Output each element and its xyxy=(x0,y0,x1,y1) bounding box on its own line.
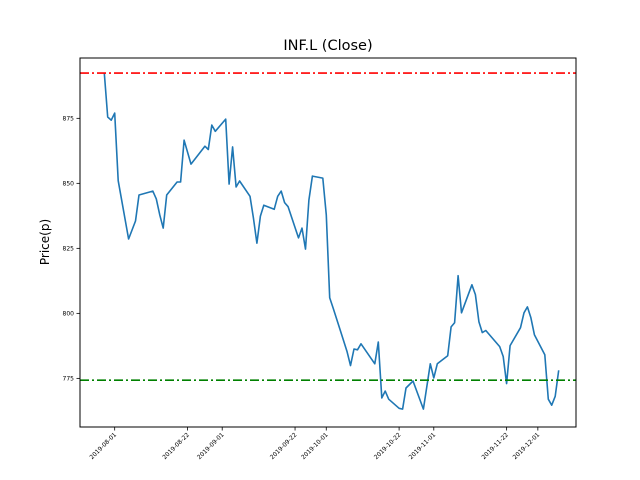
x-tick-label: 2019-11-01 xyxy=(408,431,438,461)
x-tick-label: 2019-08-01 xyxy=(88,431,118,461)
x-tick-label: 2019-11-22 xyxy=(480,431,510,461)
chart-title: INF.L (Close) xyxy=(283,38,372,54)
axes-frame xyxy=(79,57,577,428)
y-tick-label: 800 xyxy=(63,310,75,317)
y-axis-label: Price(p) xyxy=(38,219,52,265)
x-tick-label: 2019-10-22 xyxy=(373,431,403,461)
x-tick-label: 2019-09-22 xyxy=(269,431,299,461)
x-tick-label: 2019-12-01 xyxy=(512,431,542,461)
y-tick-label: 875 xyxy=(63,115,75,122)
y-tick-label: 775 xyxy=(63,375,75,382)
x-tick-label: 2019-08-22 xyxy=(161,431,191,461)
y-tick-label: 825 xyxy=(63,245,75,252)
x-tick-label: 2019-09-01 xyxy=(196,431,226,461)
series-line-close xyxy=(103,73,560,410)
y-tick-label: 850 xyxy=(63,180,75,187)
x-tick-label: 2019-10-01 xyxy=(300,431,330,461)
